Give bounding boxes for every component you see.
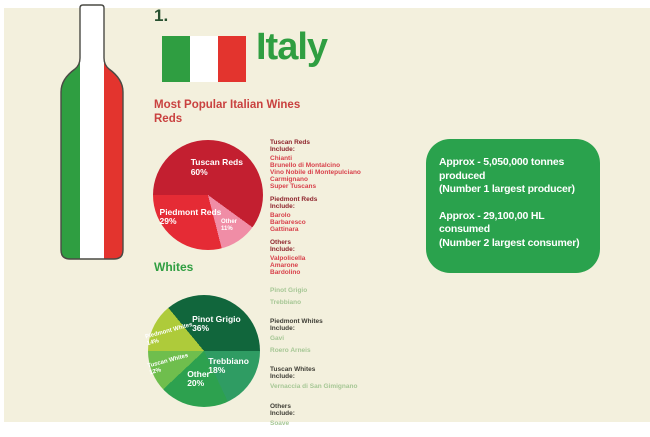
- wine-item: Bardolino: [270, 269, 301, 276]
- wine-group-title: Tuscan Reds Include:: [270, 139, 310, 153]
- group-gap: [270, 395, 430, 401]
- produced-stat: Approx - 5,050,000 tonnes produced: [439, 156, 565, 182]
- wine-item: Brunello di Montalcino: [270, 162, 341, 169]
- wine-group-title: Others Include:: [270, 239, 295, 253]
- country-title: Italy: [256, 26, 328, 68]
- wine-bottle-graphic: [60, 4, 124, 260]
- rank-label: 1.: [154, 6, 169, 25]
- flag-red-stripe: [218, 36, 246, 82]
- wine-item: Trebbiano: [270, 298, 302, 306]
- flag-green-stripe: [162, 36, 190, 82]
- pie-slice-label: Piedmont Reds 29%: [159, 206, 222, 227]
- reds-heading-line2: Reds: [154, 113, 183, 125]
- whites-pie-chart: Pinot Grigio 36% Trebbiano 18% Other 20% Tusca…: [144, 295, 260, 407]
- group-gap: [270, 358, 430, 364]
- group-gap: [270, 276, 430, 282]
- italy-flag-icon: [162, 36, 246, 82]
- reds-pie-chart: Tuscan Reds 60% Other 11% Piedmont Reds 29%: [153, 140, 263, 250]
- reds-heading-line1: Most Popular Italian Wines: [154, 99, 301, 111]
- wine-item: Super Tuscans: [270, 183, 317, 190]
- wine-item: Valpolicella: [270, 255, 306, 262]
- wine-group-title: Tuscan Whites Include:: [270, 366, 316, 380]
- whites-wine-list: Pinot Grigio Trebbiano Piedmont Whites Incl…: [270, 287, 430, 437]
- wine-item: Carmignano: [270, 176, 308, 183]
- bottle-white-stripe: [80, 5, 104, 259]
- wine-item: Roero Arneis: [270, 346, 311, 354]
- consumed-note: (Number 2 largest consumer): [439, 236, 580, 249]
- whites-section-heading: Whites: [154, 260, 194, 274]
- bottle-red-stripe: [104, 5, 123, 259]
- wine-item: Pinot Grigio: [270, 287, 308, 294]
- bottle-green-stripe: [61, 5, 80, 259]
- wine-item: Gattinara: [270, 226, 299, 233]
- pie-slice-label: Other 11%: [221, 219, 238, 232]
- pie-slice-label: Pinot Grigio 36%: [192, 313, 241, 334]
- reds-section-heading: Most Popular Italian Wines Reds: [154, 98, 300, 126]
- stats-card: Approx - 5,050,000 tonnes produced (Numb…: [426, 139, 600, 273]
- wine-group-title: Piedmont Reds Include:: [270, 196, 318, 210]
- wine-item: Gavi: [270, 335, 285, 342]
- group-gap: [270, 310, 430, 316]
- wine-item: Barbaresco: [270, 219, 306, 226]
- pie-slice-label: Tuscan Reds 60%: [190, 157, 243, 177]
- pie-slice-label: Other 20%: [187, 368, 210, 389]
- wine-group-title: Piedmont Whites Include:: [270, 318, 323, 332]
- consumed-stat: Approx - 29,100,00 HL consumed: [439, 209, 545, 236]
- wine-item: Soave: [270, 419, 290, 427]
- wine-item: Barolo: [270, 212, 291, 219]
- wine-item: Chianti: [270, 155, 293, 162]
- pie-slice-label: Trebbiano 18%: [208, 355, 249, 376]
- flag-white-stripe: [190, 36, 218, 82]
- produced-note: (Number 1 largest producer): [439, 183, 575, 195]
- wine-item: Vernaccia di San Gimignano: [270, 383, 358, 390]
- wine-item: Vino Nobile di Montepulciano: [270, 169, 361, 176]
- pie-slice-label: Tuscan Whites 12%: [146, 352, 189, 377]
- wine-item: Amarone: [270, 262, 299, 269]
- wine-group-title: Others Include:: [270, 402, 295, 417]
- reds-wine-list: Tuscan Reds Include: Chianti Brunello di Mo…: [270, 139, 430, 282]
- group-gap: [270, 431, 430, 437]
